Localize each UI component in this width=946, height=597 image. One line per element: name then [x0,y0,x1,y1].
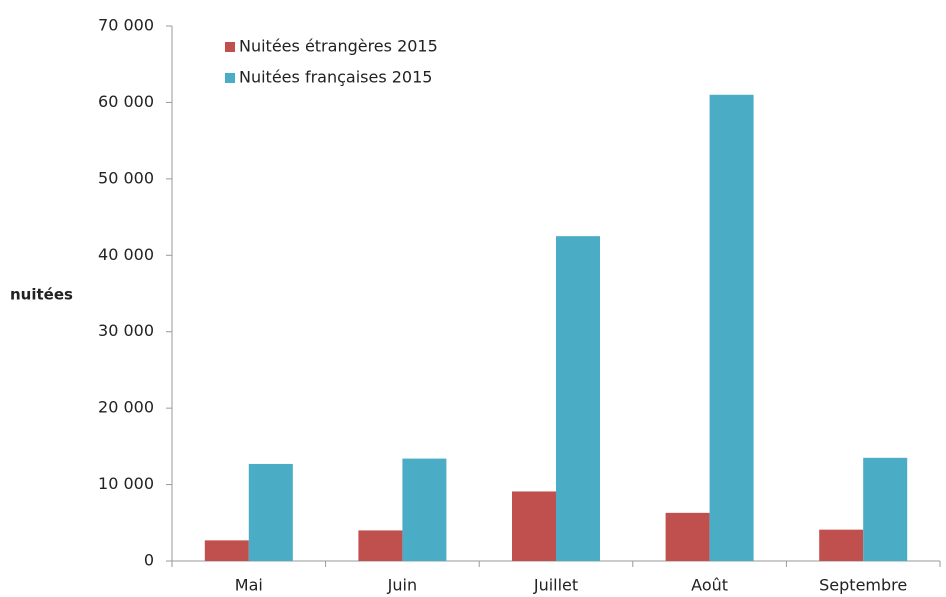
y-tick-label: 10 000 [98,474,154,493]
bar [248,463,293,561]
bar [709,94,754,562]
bar [863,457,908,561]
bar [512,491,556,561]
bar [204,540,249,561]
bar [819,529,864,561]
y-tick-label: 60 000 [98,92,154,111]
legend-label: Nuitées étrangères 2015 [239,37,438,56]
x-tick-label: Mai [235,576,263,595]
y-tick-label: 70 000 [98,16,154,35]
y-axis-label: nuitées [10,286,73,304]
bar [665,512,710,561]
y-tick-label: 20 000 [98,398,154,417]
legend-label: Nuitées françaises 2015 [239,68,432,87]
bar [358,530,403,561]
x-tick-label: Août [691,576,728,595]
x-tick-label: Juillet [533,576,578,595]
legend-swatch [225,73,235,83]
y-tick-label: 0 [144,551,154,570]
x-tick-label: Septembre [819,576,907,595]
x-tick-label: Juin [387,576,417,595]
y-tick-label: 30 000 [98,321,154,340]
y-tick-label: 50 000 [98,168,154,187]
legend-swatch [225,42,235,52]
bar [402,458,447,561]
bar [556,236,600,561]
y-tick-label: 40 000 [98,245,154,264]
